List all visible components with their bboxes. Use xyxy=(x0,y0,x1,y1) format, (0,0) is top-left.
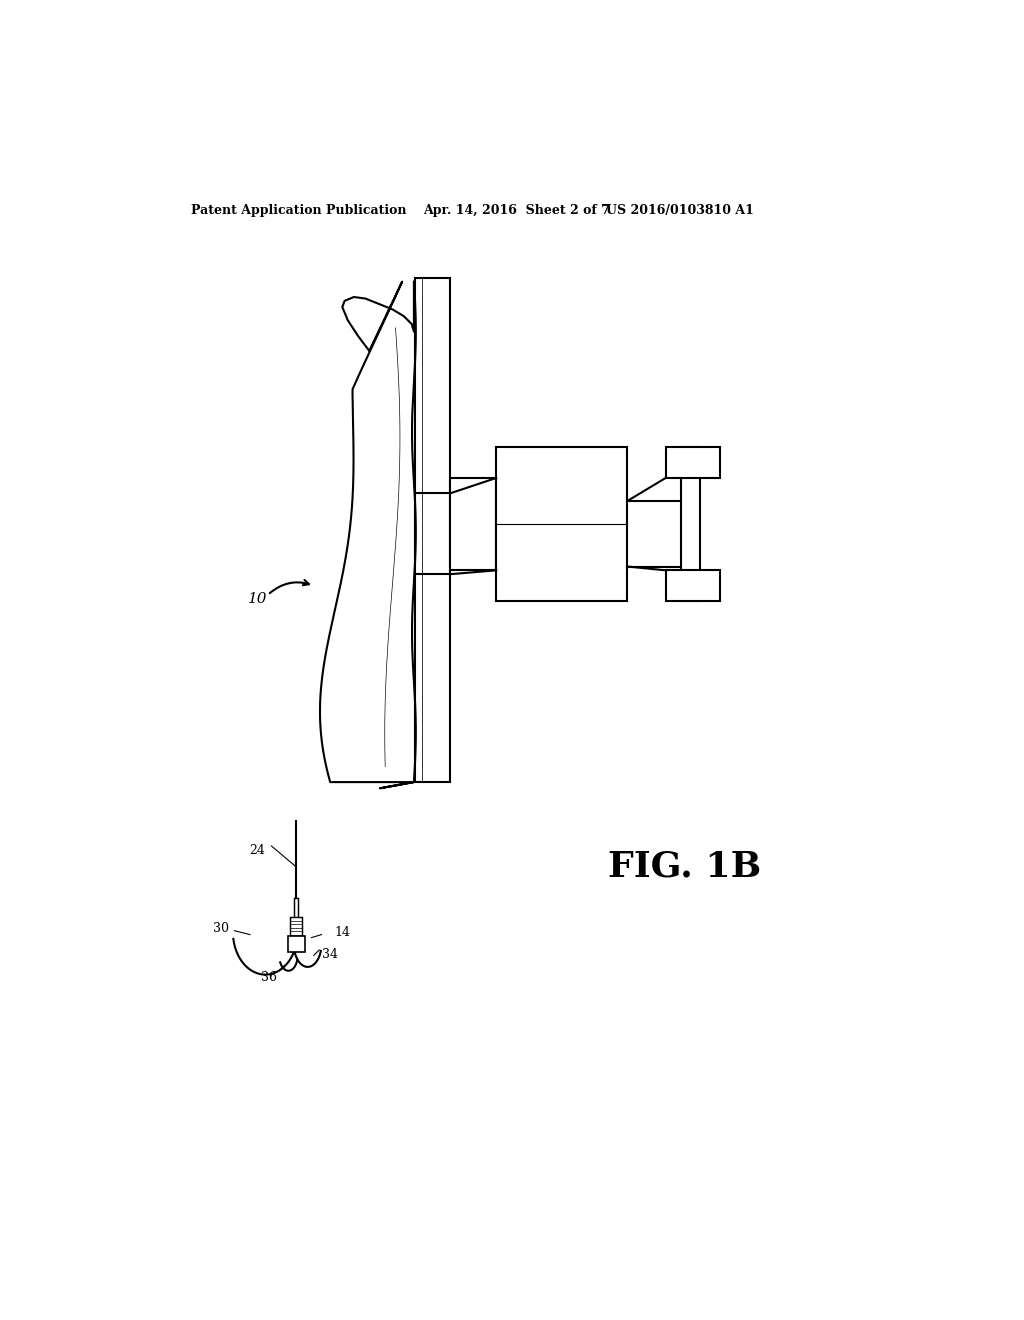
Bar xyxy=(666,570,720,601)
Text: FIG. 1B: FIG. 1B xyxy=(608,850,762,884)
Text: 30: 30 xyxy=(213,921,229,935)
Text: 10: 10 xyxy=(248,591,267,606)
Bar xyxy=(681,447,700,601)
Bar xyxy=(666,447,720,478)
Text: 14: 14 xyxy=(335,925,350,939)
Bar xyxy=(290,917,302,936)
Bar xyxy=(497,447,628,601)
Text: Apr. 14, 2016  Sheet 2 of 7: Apr. 14, 2016 Sheet 2 of 7 xyxy=(423,205,610,218)
Bar xyxy=(294,898,298,921)
Text: 36: 36 xyxy=(261,970,276,983)
Text: US 2016/0103810 A1: US 2016/0103810 A1 xyxy=(606,205,755,218)
Bar xyxy=(288,936,304,952)
Bar xyxy=(416,277,451,781)
Text: 24: 24 xyxy=(250,843,265,857)
Text: Patent Application Publication: Patent Application Publication xyxy=(190,205,407,218)
Text: 34: 34 xyxy=(322,948,338,961)
Bar xyxy=(451,478,497,570)
